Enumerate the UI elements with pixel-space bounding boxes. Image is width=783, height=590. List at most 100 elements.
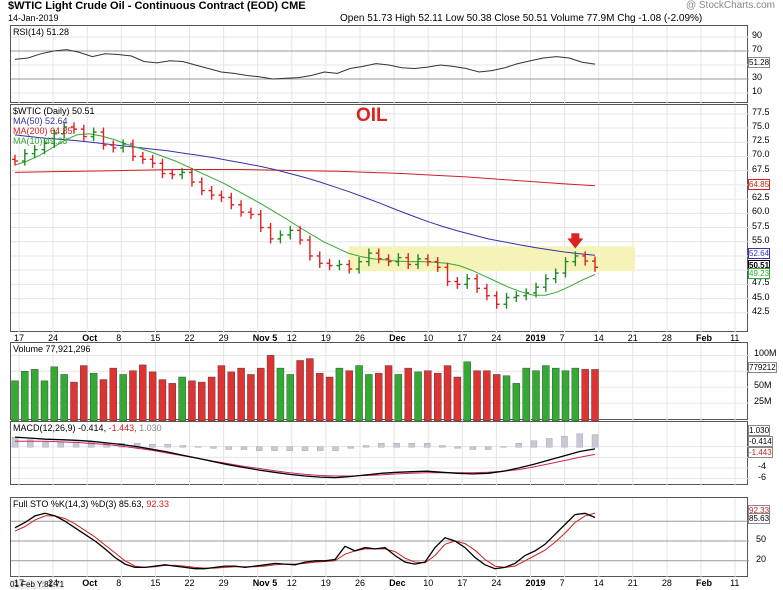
macd-tag: -1.443 <box>748 447 773 458</box>
chart-title: $WTIC Light Crude Oil - Continuous Contr… <box>8 0 306 12</box>
ohlc-bar <box>582 251 589 266</box>
x-tick-price: 15 <box>150 333 161 343</box>
x-tick-bottom: 17 <box>457 578 468 588</box>
rsi-ytick: 70 <box>752 44 763 54</box>
volume-bar <box>532 370 540 421</box>
x-tick-price: 10 <box>423 333 434 343</box>
x-tick-bottom: 8 <box>116 578 122 588</box>
volume-bar <box>296 360 304 421</box>
ma50-line <box>14 134 596 256</box>
ohlc-bar <box>572 251 579 267</box>
ohlc-bar <box>238 200 245 217</box>
ohlc-bar <box>120 139 127 153</box>
x-tick-bottom: Oct <box>82 578 98 588</box>
macd-histogram-bar <box>362 445 370 448</box>
ohlc-bar <box>405 253 412 270</box>
x-tick-bottom: 21 <box>627 578 638 588</box>
price-ytick: 60.0 <box>752 206 770 217</box>
volume-bar <box>434 372 442 421</box>
ohlc-bar <box>21 149 28 166</box>
ohlc-bar <box>503 292 510 309</box>
price-ytick: 77.5 <box>752 106 770 117</box>
ohlc-bar <box>198 177 205 196</box>
ohlc-bar <box>464 274 471 289</box>
volume-bar <box>50 366 59 421</box>
macd-panel: MACD(12,26,9) -0.414, -1.443, 1.030 <box>10 421 749 486</box>
ohlc-bar <box>61 122 68 139</box>
sto-panel: Full STO %K(14,3) %D(3) 85.63, 92.33 <box>10 497 749 578</box>
volume-bar <box>198 381 206 421</box>
price-plot <box>11 105 749 333</box>
ohlc-bar <box>179 167 186 180</box>
volume-ytick: 100M <box>754 348 777 359</box>
x-tick-bottom: 24 <box>48 578 59 588</box>
quote-line: Open 51.73 High 52.11 Low 50.38 Close 50… <box>340 13 703 24</box>
ohlc-bar <box>110 140 117 153</box>
ohlc-bar <box>100 127 107 150</box>
ohlc-bar <box>80 124 87 142</box>
x-tick-bottom: 17 <box>14 578 25 588</box>
price-tag: 49.23 <box>748 267 771 279</box>
macd-histogram-bar <box>530 440 538 448</box>
macd-histogram-bar <box>42 441 49 448</box>
volume-plot <box>11 343 749 421</box>
volume-label: Volume 77,921,296 <box>13 344 91 354</box>
macd-histogram-bar <box>88 441 95 448</box>
ohlc-bar <box>277 230 284 244</box>
macd-histogram-bar <box>164 444 171 448</box>
ohlc-bar <box>513 291 520 302</box>
x-tick-price: 12 <box>286 333 297 343</box>
x-tick-price: 14 <box>593 333 604 343</box>
x-tick-price: Nov 5 <box>252 333 278 343</box>
ohlc-bar <box>90 127 97 142</box>
x-tick-bottom: Nov 5 <box>252 578 278 588</box>
ohlc-bar <box>454 276 461 289</box>
ohlc-bar <box>542 274 549 292</box>
cursor-readout: 01 Feb Y:81.71 <box>10 580 65 589</box>
macd-histogram-bar <box>408 442 415 448</box>
rsi-line <box>14 49 596 80</box>
volume-bar <box>325 376 334 421</box>
legend-ma200: MA(200) 64.85 <box>13 126 73 136</box>
ohlc-bar <box>444 262 451 287</box>
macd-line <box>14 436 596 479</box>
volume-bar <box>109 367 118 421</box>
macd-histogram-bar <box>439 445 446 448</box>
volume-bar <box>453 376 462 421</box>
x-tick-price: 11 <box>730 333 740 343</box>
macd-label: MACD(12,26,9) -0.414, -1.443, 1.030 <box>13 423 162 433</box>
x-tick-bottom: 12 <box>286 578 297 588</box>
volume-bar <box>581 369 589 421</box>
rsi-panel: RSI(14) 51.28 <box>10 25 749 104</box>
ohlc-bar <box>356 257 363 274</box>
volume-bar <box>502 375 511 421</box>
ohlc-bar <box>326 258 333 271</box>
rsi-plot <box>11 26 749 104</box>
ohlc-bar <box>365 248 372 267</box>
volume-bar <box>89 372 98 421</box>
volume-bar <box>394 374 403 421</box>
ohlc-bar <box>149 154 156 168</box>
ohlc-bar <box>385 254 392 267</box>
x-tick-bottom: 28 <box>661 578 672 588</box>
macd-histogram-bar <box>576 433 583 448</box>
macd-tag: -0.414 <box>748 436 773 447</box>
sto-label: Full STO %K(14,3) %D(3) 85.63, 92.33 <box>13 499 169 509</box>
ohlc-bar <box>306 235 313 261</box>
legend-ma50: MA(50) 52.64 <box>13 116 68 126</box>
ohlc-bar <box>218 190 225 202</box>
ohlc-bar <box>159 158 166 179</box>
rsi-ytick: 10 <box>752 86 763 96</box>
price-ytick: 57.5 <box>752 220 770 231</box>
macd-histogram-bar <box>27 439 34 448</box>
volume-bar <box>40 380 49 421</box>
volume-bar <box>21 371 29 421</box>
volume-bar <box>99 379 108 421</box>
sto-k-line <box>14 512 596 570</box>
volume-bar <box>492 374 501 421</box>
x-tick-price: 7 <box>559 333 565 343</box>
ohlc-bar <box>434 257 441 272</box>
sto-tag: 85.63 <box>748 513 771 524</box>
volume-bar <box>119 374 127 421</box>
volume-bar <box>286 374 294 421</box>
